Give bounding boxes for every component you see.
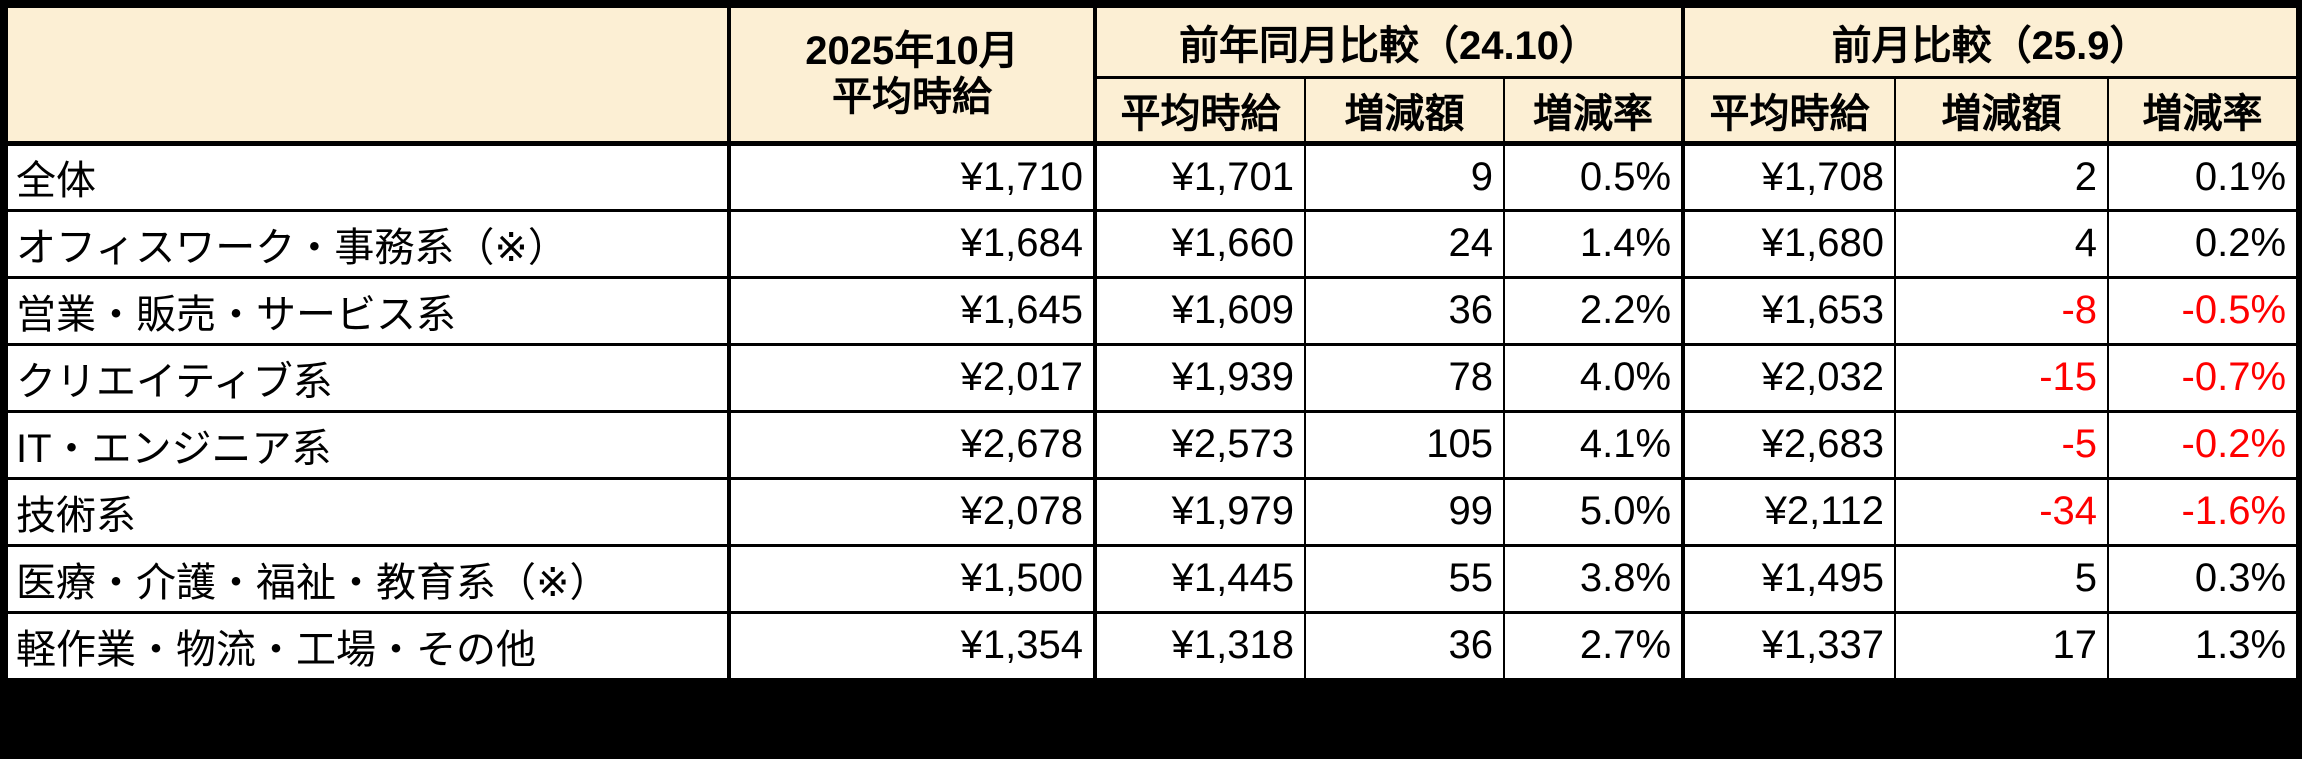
mom-avg-cell: ¥1,708: [1682, 142, 1897, 212]
row-label: 全体: [6, 142, 731, 212]
yoy-avg-cell: ¥1,979: [1094, 477, 1306, 547]
header-sub-row: 平均時給 増減額 増減率 平均時給 増減額 増減率: [7, 76, 2299, 146]
mom-rate-cell: -0.5%: [2107, 276, 2299, 346]
row-label: クリエイティブ系: [6, 343, 731, 413]
yoy-rate-cell: 4.0%: [1502, 343, 1686, 413]
mom-rate-cell: 0.1%: [2107, 142, 2299, 212]
mom-diff-cell: 4: [1894, 209, 2110, 279]
table-row: クリエイティブ系 ¥2,017 ¥1,939 78 4.0% ¥2,032 -1…: [6, 343, 2299, 413]
mom-rate-cell: 0.2%: [2107, 209, 2299, 279]
yoy-rate-cell: 5.0%: [1502, 477, 1686, 547]
mom-rate-cell: 0.3%: [2107, 544, 2299, 614]
yoy-rate-cell: 4.1%: [1502, 410, 1686, 480]
table-row: オフィスワーク・事務系（※） ¥1,684 ¥1,660 24 1.4% ¥1,…: [6, 209, 2299, 279]
wage-table-container: 2025年10月 平均時給 前年同月比較（24.10） 前月比較（25.9） 平…: [0, 0, 2302, 684]
table-row: 医療・介護・福祉・教育系（※） ¥1,500 ¥1,445 55 3.8% ¥1…: [6, 544, 2299, 614]
row-label: オフィスワーク・事務系（※）: [6, 209, 731, 279]
yoy-diff-cell: 78: [1304, 343, 1505, 413]
yoy-diff-cell: 24: [1304, 209, 1505, 279]
header-group-mom: 前月比較（25.9）: [1682, 6, 2299, 79]
row-label: IT・エンジニア系: [6, 410, 731, 480]
oct-avg-cell: ¥1,500: [728, 544, 1097, 614]
subheader-yoy-diff: 増減額: [1304, 76, 1505, 146]
table-row: IT・エンジニア系 ¥2,678 ¥2,573 105 4.1% ¥2,683 …: [6, 410, 2299, 480]
table-body: 全体 ¥1,710 ¥1,701 9 0.5% ¥1,708 2 0.1% オフ…: [6, 142, 2299, 681]
corner-cell: [6, 6, 731, 146]
mom-avg-cell: ¥2,112: [1682, 477, 1897, 547]
header-group-row: 2025年10月 平均時給 前年同月比較（24.10） 前月比較（25.9）: [6, 6, 2299, 146]
mom-diff-cell: 17: [1894, 611, 2110, 681]
header-oct-avg: 2025年10月 平均時給: [728, 6, 1097, 146]
mom-diff-cell: -15: [1894, 343, 2110, 413]
yoy-diff-cell: 36: [1304, 276, 1505, 346]
row-label: 営業・販売・サービス系: [6, 276, 731, 346]
mom-avg-cell: ¥1,337: [1682, 611, 1897, 681]
yoy-rate-cell: 1.4%: [1502, 209, 1686, 279]
oct-avg-cell: ¥1,710: [728, 142, 1097, 212]
table-row: 技術系 ¥2,078 ¥1,979 99 5.0% ¥2,112 -34 -1.…: [6, 477, 2299, 547]
header-group-yoy: 前年同月比較（24.10）: [1093, 6, 1686, 79]
subheader-mom-rate: 増減率: [2107, 76, 2299, 146]
yoy-avg-cell: ¥1,609: [1094, 276, 1306, 346]
subheader-mom-avg: 平均時給: [1682, 76, 1897, 146]
row-label: 技術系: [6, 477, 731, 547]
mom-avg-cell: ¥2,032: [1682, 343, 1897, 413]
mom-rate-cell: 1.3%: [2107, 611, 2299, 681]
oct-avg-cell: ¥1,354: [728, 611, 1097, 681]
mom-diff-cell: -5: [1894, 410, 2110, 480]
yoy-diff-cell: 105: [1304, 410, 1505, 480]
mom-diff-cell: -8: [1894, 276, 2110, 346]
yoy-avg-cell: ¥1,701: [1094, 142, 1306, 212]
table-row: 全体 ¥1,710 ¥1,701 9 0.5% ¥1,708 2 0.1%: [6, 142, 2299, 212]
yoy-avg-cell: ¥1,445: [1094, 544, 1306, 614]
mom-diff-cell: 2: [1894, 142, 2110, 212]
yoy-diff-cell: 99: [1304, 477, 1505, 547]
yoy-diff-cell: 9: [1304, 142, 1505, 212]
subheader-yoy-avg: 平均時給: [1094, 76, 1306, 146]
yoy-avg-cell: ¥1,318: [1094, 611, 1306, 681]
row-label: 軽作業・物流・工場・その他: [6, 611, 731, 681]
mom-diff-cell: 5: [1894, 544, 2110, 614]
mom-rate-cell: -0.2%: [2107, 410, 2299, 480]
yoy-diff-cell: 55: [1304, 544, 1505, 614]
mom-avg-cell: ¥2,683: [1682, 410, 1897, 480]
mom-rate-cell: -0.7%: [2107, 343, 2299, 413]
table-header: 2025年10月 平均時給 前年同月比較（24.10） 前月比較（25.9） 平…: [6, 6, 2299, 146]
yoy-avg-cell: ¥1,660: [1094, 209, 1306, 279]
table-row: 営業・販売・サービス系 ¥1,645 ¥1,609 36 2.2% ¥1,653…: [6, 276, 2299, 346]
oct-avg-cell: ¥2,078: [728, 477, 1097, 547]
oct-avg-cell: ¥2,017: [728, 343, 1097, 413]
mom-rate-cell: -1.6%: [2107, 477, 2299, 547]
yoy-rate-cell: 0.5%: [1502, 142, 1686, 212]
wage-table: 2025年10月 平均時給 前年同月比較（24.10） 前月比較（25.9） 平…: [6, 6, 2299, 681]
row-label: 医療・介護・福祉・教育系（※）: [6, 544, 731, 614]
table-row: 軽作業・物流・工場・その他 ¥1,354 ¥1,318 36 2.7% ¥1,3…: [6, 611, 2299, 681]
yoy-rate-cell: 2.2%: [1502, 276, 1686, 346]
yoy-avg-cell: ¥2,573: [1094, 410, 1306, 480]
mom-avg-cell: ¥1,680: [1682, 209, 1897, 279]
oct-avg-cell: ¥1,684: [728, 209, 1097, 279]
mom-avg-cell: ¥1,653: [1682, 276, 1897, 346]
subheader-yoy-rate: 増減率: [1502, 76, 1686, 146]
oct-avg-cell: ¥2,678: [728, 410, 1097, 480]
mom-avg-cell: ¥1,495: [1682, 544, 1897, 614]
yoy-rate-cell: 2.7%: [1502, 611, 1686, 681]
mom-diff-cell: -34: [1894, 477, 2110, 547]
yoy-rate-cell: 3.8%: [1502, 544, 1686, 614]
yoy-diff-cell: 36: [1304, 611, 1505, 681]
subheader-mom-diff: 増減額: [1894, 76, 2110, 146]
oct-avg-cell: ¥1,645: [728, 276, 1097, 346]
yoy-avg-cell: ¥1,939: [1094, 343, 1306, 413]
